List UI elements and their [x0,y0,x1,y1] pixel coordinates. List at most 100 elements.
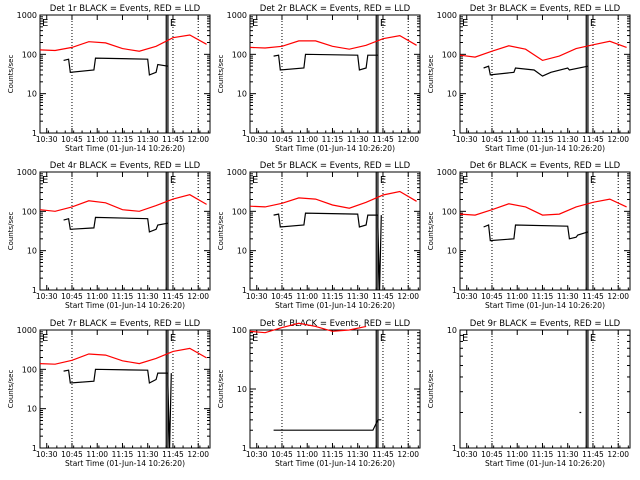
y-tick-label: 1000 [437,11,457,20]
x-tick-label: 12:00 [187,135,209,144]
y-tick-label: 1 [452,444,457,453]
x-tick-label: 10:30 [36,450,58,459]
series-line-black [483,65,589,77]
x-tick-label: 12:00 [187,292,209,301]
panel-title: Det 8r BLACK = Events, RED = LLD [260,319,411,329]
y-tick-label: 1000 [227,168,247,177]
y-tick-label: 10 [237,385,247,394]
y-axis-label: Counts/sec [217,55,225,94]
x-tick-label: 11:45 [162,135,184,144]
marker-label-e: E [590,333,596,344]
series-line-black [483,224,589,242]
series-line-red [39,194,207,212]
x-tick-label: 11:15 [112,292,134,301]
x-tick-label: 11:45 [582,450,604,459]
panel-title: Det 9r BLACK = Events, RED = LLD [470,319,621,329]
x-tick-label: 10:30 [456,292,478,301]
x-tick-label: 10:45 [271,450,293,459]
panel-title: Det 1r BLACK = Events, RED = LLD [50,4,201,14]
marker-label-e: E [170,175,176,186]
x-axis-label: Start Time (01-Jun-14 10:26:20) [65,144,185,153]
x-tick-label: 10:45 [481,292,503,301]
series-line-red [39,347,207,365]
x-tick-label: 11:45 [372,135,394,144]
y-tick-label: 1000 [437,168,457,177]
x-tick-label: 11:15 [112,450,134,459]
x-tick-label: 12:00 [397,292,419,301]
x-tick-label: 11:30 [137,450,159,459]
series-line-red [249,322,367,334]
y-axis-label: Counts/sec [427,212,435,251]
series-line-black [63,368,172,449]
x-tick-label: 11:45 [582,292,604,301]
x-tick-label: 10:45 [61,292,83,301]
plot-frame [249,14,421,134]
y-tick-label: 10 [27,405,37,414]
y-tick-label: 1000 [227,11,247,20]
y-tick-label: 10 [237,247,247,256]
series-line-red [249,34,417,50]
x-tick-label: 10:30 [246,292,268,301]
panel-title: Det 3r BLACK = Events, RED = LLD [470,4,621,14]
x-tick-label: 11:30 [347,292,369,301]
marker-label-e: E [42,333,48,344]
y-tick-label: 10 [447,90,457,99]
panel-det-1: Det 1r BLACK = Events, RED = LLD 1 10 100 10… [7,4,211,153]
x-tick-label: 11:15 [322,450,344,459]
x-tick-label: 11:15 [112,135,134,144]
x-tick-label: 11:30 [557,450,579,459]
series-line-red [459,198,627,216]
y-tick-label: 100 [22,50,37,59]
y-tick-label: 10 [27,247,37,256]
y-tick-label: 100 [232,326,247,335]
x-tick-label: 11:45 [162,292,184,301]
marker-label-e: E [380,18,386,29]
marker-label-e: E [42,175,48,186]
marker-label-e: E [252,175,258,186]
x-tick-label: 10:45 [481,135,503,144]
x-tick-label: 12:00 [607,135,629,144]
x-tick-label: 11:00 [296,135,318,144]
marker-label-e: E [380,333,386,344]
plot-frame [459,171,631,291]
x-tick-label: 11:00 [296,450,318,459]
x-tick-label: 12:00 [397,135,419,144]
series-line-black [273,419,382,431]
x-tick-label: 11:30 [347,135,369,144]
x-tick-label: 11:45 [162,450,184,459]
y-tick-label: 100 [22,365,37,374]
plot-frame [249,171,421,291]
x-tick-label: 12:00 [607,292,629,301]
x-tick-label: 11:30 [137,135,159,144]
x-axis-label: Start Time (01-Jun-14 10:26:20) [275,301,395,310]
x-tick-label: 11:00 [506,135,528,144]
y-tick-label: 1 [242,444,247,453]
series-line-black [273,53,378,71]
panel-det-8: Det 8r BLACK = Events, RED = LLD 1 10 100 Co… [217,319,421,468]
y-axis-label: Counts/sec [217,212,225,251]
y-tick-label: 1 [32,286,37,295]
y-tick-label: 1 [242,129,247,138]
x-tick-label: 11:00 [86,292,108,301]
x-tick-label: 11:15 [532,292,554,301]
y-tick-label: 1000 [17,326,37,335]
x-tick-label: 11:30 [347,450,369,459]
x-tick-label: 10:30 [36,292,58,301]
series-line-red [249,190,417,209]
marker-label-e: E [462,333,468,344]
x-tick-label: 10:30 [456,135,478,144]
marker-label-e: E [462,175,468,186]
x-tick-label: 10:30 [36,135,58,144]
marker-label-e: E [42,18,48,29]
y-axis-label: Counts/sec [7,55,15,94]
plot-frame [459,329,631,449]
panel-title: Det 5r BLACK = Events, RED = LLD [260,161,411,171]
x-axis-label: Start Time (01-Jun-14 10:26:20) [275,144,395,153]
x-tick-label: 11:15 [322,135,344,144]
y-tick-label: 100 [232,50,247,59]
y-axis-label: Counts/sec [7,212,15,251]
series-line-black [63,216,169,233]
series-line-black [273,212,382,291]
x-tick-label: 11:30 [557,292,579,301]
